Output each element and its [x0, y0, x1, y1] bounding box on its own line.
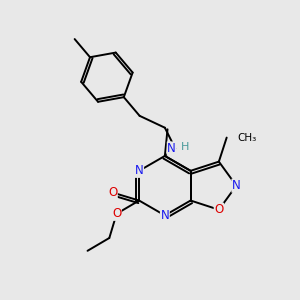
- Text: N: N: [135, 164, 143, 177]
- Text: N: N: [232, 179, 241, 192]
- Text: O: O: [214, 203, 224, 216]
- Text: O: O: [112, 207, 121, 220]
- Text: N: N: [160, 209, 169, 222]
- Text: O: O: [108, 186, 117, 199]
- Text: N: N: [167, 142, 176, 155]
- Text: CH₃: CH₃: [237, 133, 256, 142]
- Text: H: H: [181, 142, 189, 152]
